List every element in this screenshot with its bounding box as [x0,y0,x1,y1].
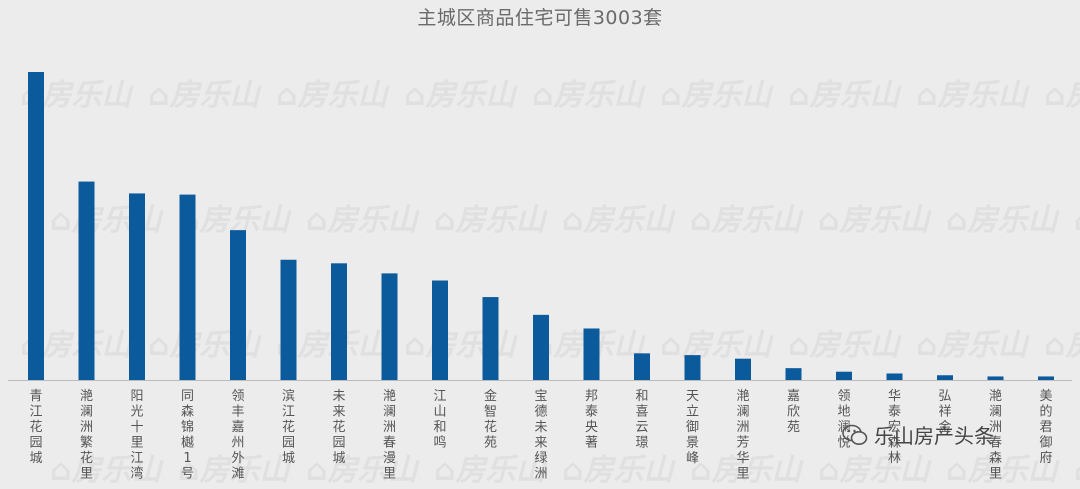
x-tick-label: 滟澜洲春森里 [989,388,1002,482]
bar [432,280,448,380]
bar [78,181,95,380]
bar [684,355,701,380]
x-tick-label: 滨江花园城 [282,388,295,466]
bar [937,375,953,380]
wechat-account-name: 乐山房产头条 [874,424,994,448]
x-tick-label: 邦泰央著 [585,389,598,451]
bar [785,368,802,380]
x-tick-label: 滟澜洲芳华里 [736,388,749,482]
x-tick-label: 江山和鸣 [433,389,446,451]
bar [280,259,297,380]
x-tick-label: 和喜云璟 [635,389,648,451]
bar [381,273,398,380]
bar [836,371,852,380]
chart-title: 主城区商品住宅可售3003套 [417,7,663,29]
x-tick-label: 同森锦樾 1 号 [181,389,194,482]
bar [129,193,145,380]
x-tick-label: 未来花园城 [332,389,345,466]
bar [735,358,751,380]
bar [533,314,549,380]
bar [583,328,600,380]
bar [331,263,347,380]
x-tick-label: 滟澜洲春漫里 [383,388,396,482]
x-tick-label: 金智花苑 [484,388,497,451]
x-tick-label: 滟澜洲繁花里 [80,388,93,482]
x-tick-label: 弘祥金 [938,389,951,435]
x-tick-label: 青江花园城 [29,389,42,466]
bar [230,230,246,380]
x-tick-label: 天立御景峰 [686,389,699,466]
x-tick-label: 领地澜悦 [837,389,850,451]
bar [886,373,903,380]
x-tick-label: 美的君御府 [1039,389,1052,466]
x-tick-label: 阳光十里江湾 [130,389,143,482]
wechat-icon [842,424,868,446]
x-tick-label: 宝德未来绿洲 [534,389,547,482]
bar [987,376,1004,380]
x-tick-label: 华泰宏森林 [888,389,901,466]
x-tick-label: 嘉欣苑 [787,389,800,435]
bar [1038,376,1054,380]
bar [634,353,650,380]
wechat-badge: 乐山房产头条 [842,420,994,449]
bar [482,297,499,380]
bar [28,72,44,380]
x-tick-label: 领丰嘉州外滩 [231,389,244,482]
bar [179,194,196,380]
